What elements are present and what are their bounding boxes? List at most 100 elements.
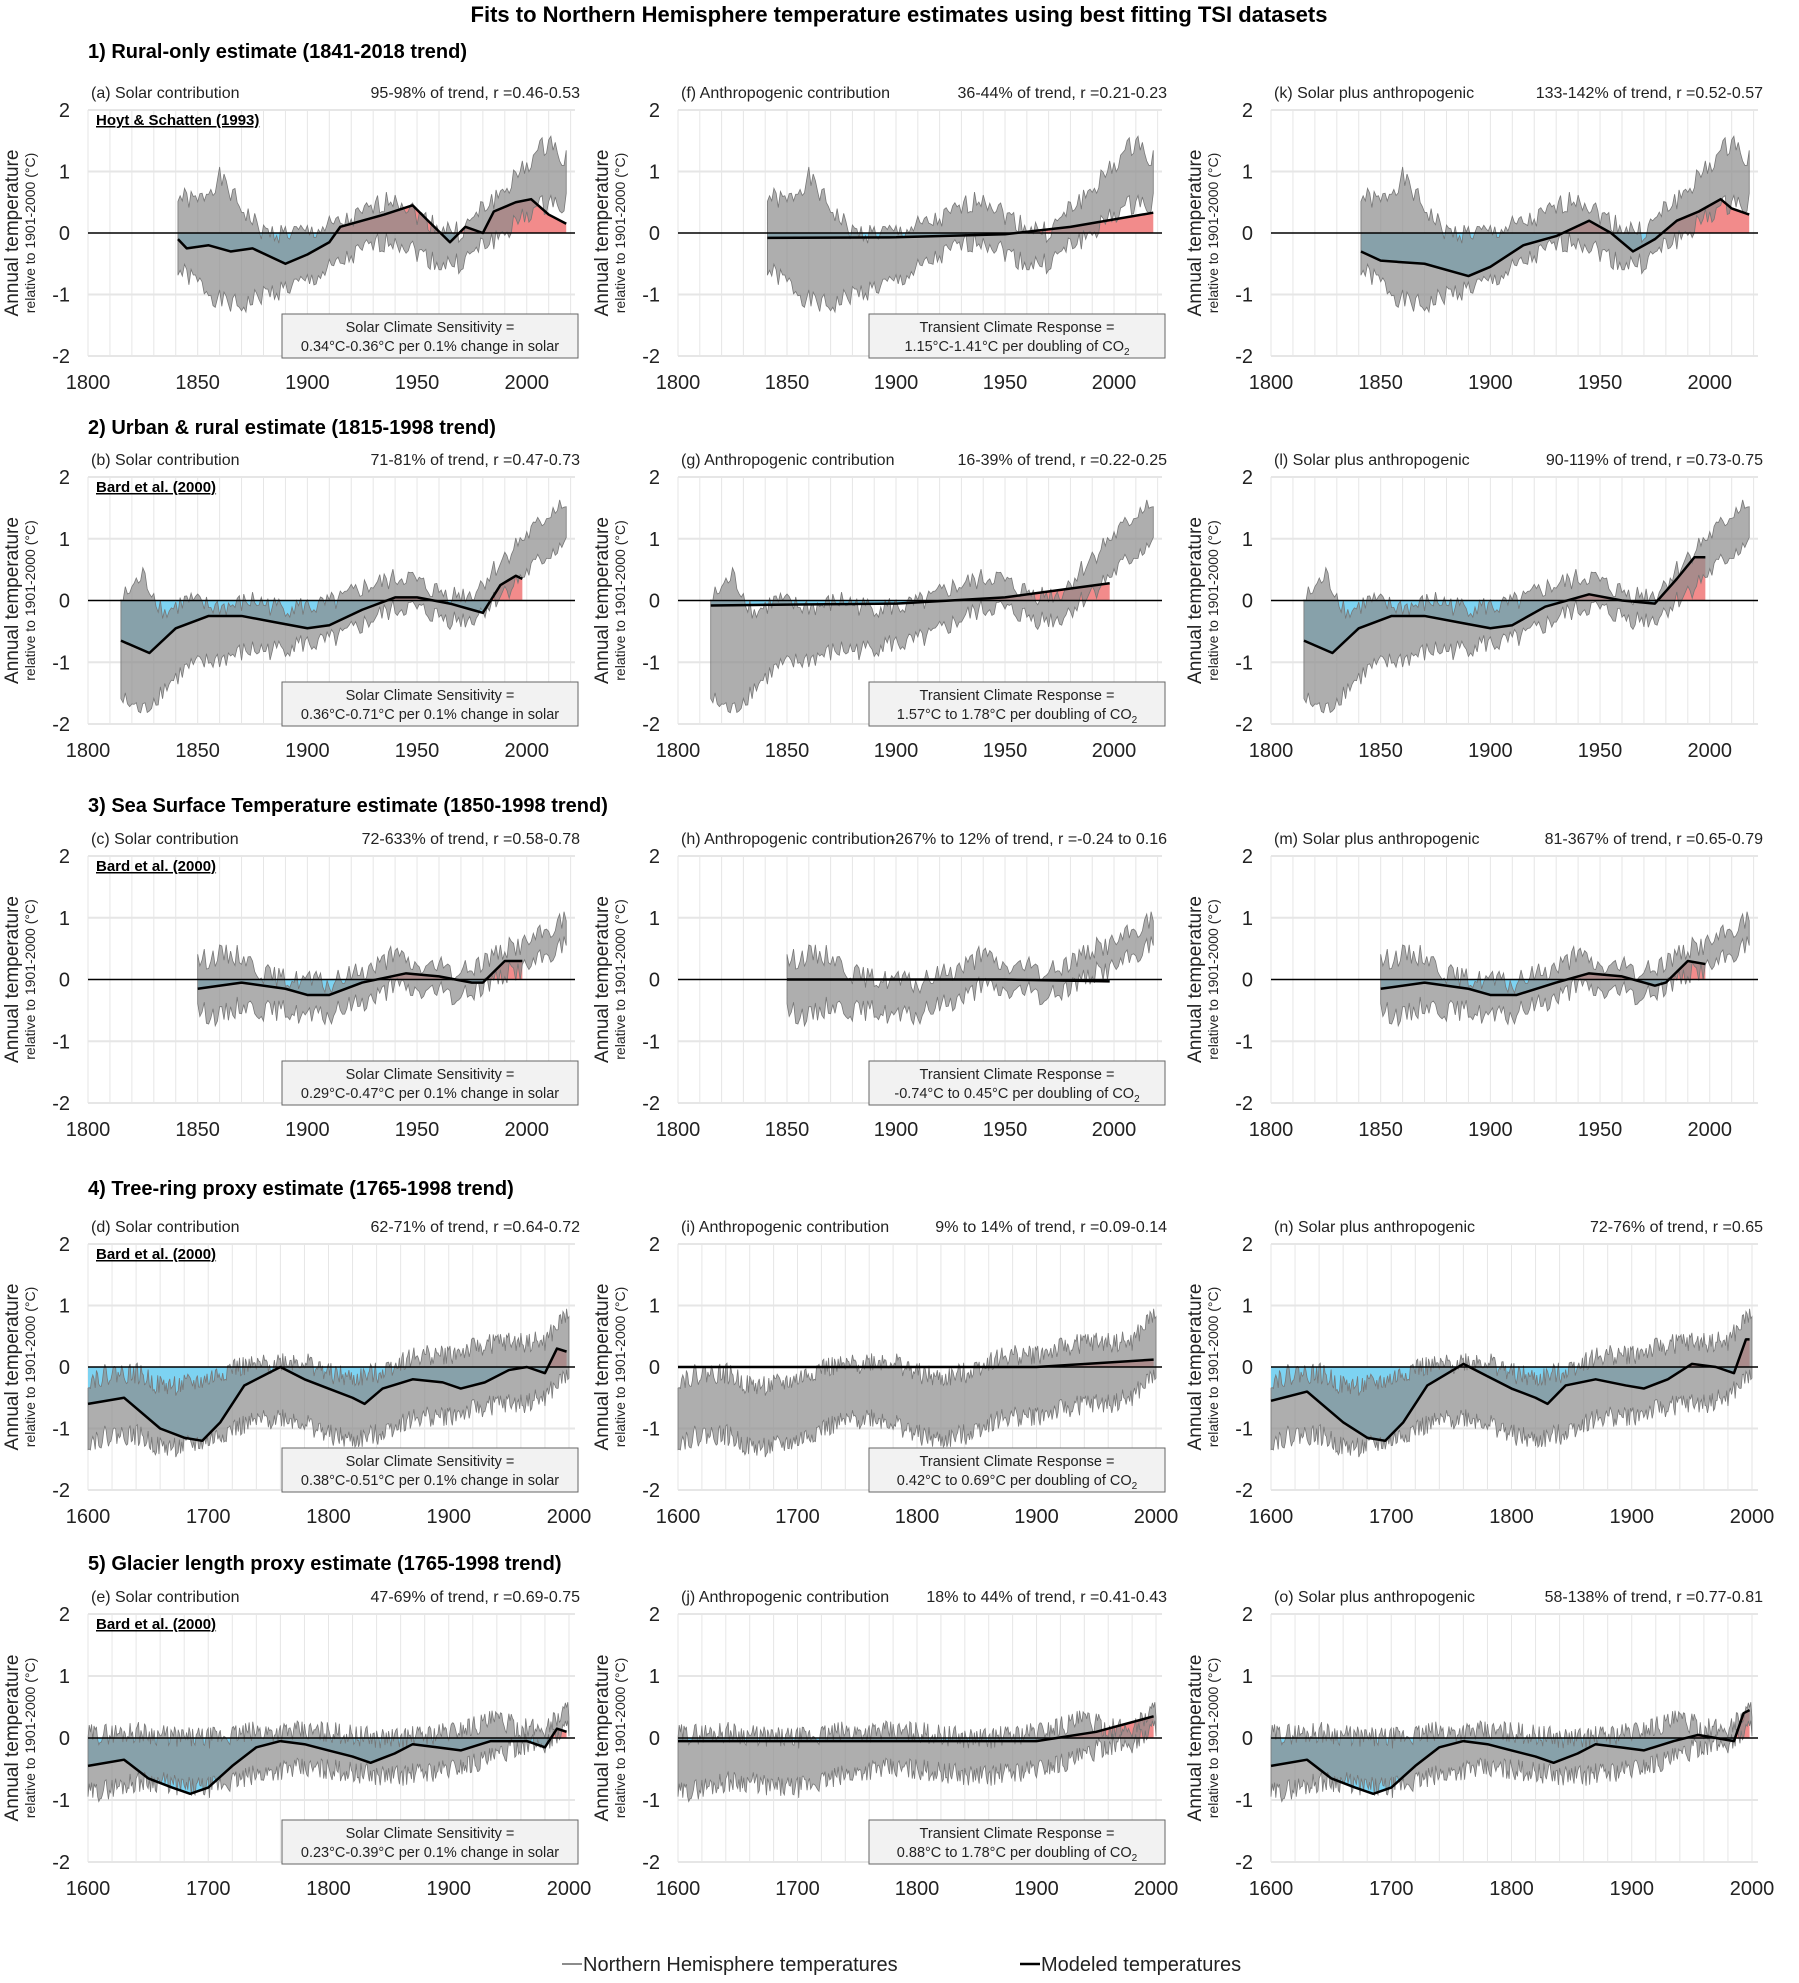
co2-subscript: 2 xyxy=(1132,1481,1138,1492)
modeled-temperature-line xyxy=(767,211,1154,240)
y-tick-label: 2 xyxy=(59,467,70,489)
y-axis-sublabel: relative to 1901-2000 (°C) xyxy=(612,153,628,313)
sensitivity-box-line1: Solar Climate Sensitivity = xyxy=(346,320,515,336)
x-tick-label: 1900 xyxy=(1014,1506,1059,1528)
y-tick-label: 1 xyxy=(649,162,660,184)
panel: 2 1 0 -1 -2 1600 1700 1800 1900 2000 Annual temper… xyxy=(592,1219,1178,1528)
x-tick-label: 1900 xyxy=(1468,1119,1513,1141)
x-tick-label: 1800 xyxy=(1249,1119,1294,1141)
section-title: 4) Tree-ring proxy estimate (1765-1998 t… xyxy=(88,1178,514,1200)
co2-subscript: 2 xyxy=(1124,347,1130,358)
sensitivity-box-line1: Transient Climate Response = xyxy=(920,1454,1115,1470)
panel-title: (m) Solar plus anthropogenic xyxy=(1274,831,1479,848)
y-axis-sublabel: relative to 1901-2000 (°C) xyxy=(1205,1658,1221,1818)
model-positive-fill xyxy=(1360,199,1750,233)
legend-model-label: Modeled temperatures xyxy=(1041,1954,1241,1976)
modeled-temperature-line xyxy=(120,574,523,655)
section-title: 3) Sea Surface Temperature estimate (185… xyxy=(88,795,608,817)
sensitivity-value: 0.29°C-0.47°C per 0.1% change in solar xyxy=(301,1086,559,1102)
sensitivity-box-line1: Transient Climate Response = xyxy=(920,688,1115,704)
x-tick-label: 1700 xyxy=(186,1506,231,1528)
panel: 2 1 0 -1 -2 1800 1850 1900 1950 2000 Annual temper… xyxy=(1185,831,1763,1141)
x-tick-label: 2000 xyxy=(1092,740,1137,762)
sensitivity-value: 0.88°C to 1.78°C per doubling of CO xyxy=(897,1845,1132,1861)
modeled-temperature-line xyxy=(1270,1708,1751,1796)
modeled-temperature-line xyxy=(177,197,567,265)
y-tick-label: 0 xyxy=(59,223,70,245)
sensitivity-box-line2: -0.74°C to 0.45°C per doubling of CO2 xyxy=(894,1086,1140,1105)
panel-stats: 95-98% of trend, r =0.46-0.53 xyxy=(371,85,581,102)
y-axis-sublabel: relative to 1901-2000 (°C) xyxy=(1205,520,1221,680)
y-tick-label: -2 xyxy=(52,1852,70,1874)
y-axis-sublabel: relative to 1901-2000 (°C) xyxy=(22,899,38,1059)
modeled-temperature-line xyxy=(87,1727,567,1796)
y-tick-label: -2 xyxy=(52,714,70,736)
y-tick-label: -1 xyxy=(642,1419,660,1441)
x-tick-label: 2000 xyxy=(1092,1119,1137,1141)
observed-temperature-band xyxy=(1303,499,1750,714)
y-axis-label: Annual temperature xyxy=(1185,896,1206,1063)
observed-temperature-band xyxy=(1270,1308,1753,1458)
y-tick-label: -1 xyxy=(52,1790,70,1812)
section-title: 1) Rural-only estimate (1841-2018 trend) xyxy=(88,41,467,63)
y-axis-label: Annual temperature xyxy=(592,1284,613,1451)
sensitivity-box-line2: 0.36°C-0.71°C per 0.1% change in solar xyxy=(301,707,559,723)
y-tick-label: 2 xyxy=(1242,100,1253,122)
observed-temperature-band xyxy=(1360,135,1750,314)
x-tick-label: 2000 xyxy=(1134,1878,1179,1900)
x-tick-label: 1800 xyxy=(656,372,701,394)
y-tick-label: 0 xyxy=(1242,591,1253,613)
x-tick-label: 1950 xyxy=(1578,740,1623,762)
y-tick-label: -1 xyxy=(1235,1790,1253,1812)
y-tick-label: 0 xyxy=(1242,223,1253,245)
y-tick-label: 2 xyxy=(649,1604,660,1626)
y-tick-label: -1 xyxy=(1235,1419,1253,1441)
panel: 2 1 0 -1 -2 1800 1850 1900 1950 2000 Annual temper… xyxy=(592,452,1167,762)
y-tick-label: 1 xyxy=(649,1666,660,1688)
x-tick-label: 2000 xyxy=(1092,372,1137,394)
observed-temperature-band xyxy=(197,911,567,1028)
sensitivity-box-line1: Transient Climate Response = xyxy=(920,1067,1115,1083)
tsi-source-label: Hoyt & Schatten (1993) xyxy=(96,112,259,129)
y-axis-label: Annual temperature xyxy=(2,517,23,684)
y-axis-sublabel: relative to 1901-2000 (°C) xyxy=(612,899,628,1059)
y-tick-label: -1 xyxy=(52,285,70,307)
y-tick-label: 0 xyxy=(59,970,70,992)
x-tick-label: 1850 xyxy=(175,740,220,762)
y-tick-label: 2 xyxy=(1242,467,1253,489)
panel-stats: 62-71% of trend, r =0.64-0.72 xyxy=(371,1219,581,1236)
panel-stats: 72-76% of trend, r =0.65 xyxy=(1590,1219,1763,1236)
x-tick-label: 1800 xyxy=(1249,372,1294,394)
y-tick-label: -1 xyxy=(52,652,70,674)
x-tick-label: 1850 xyxy=(1358,372,1403,394)
x-tick-label: 1900 xyxy=(285,372,330,394)
y-tick-label: -2 xyxy=(1235,346,1253,368)
y-tick-label: 1 xyxy=(59,162,70,184)
x-tick-label: 1700 xyxy=(775,1878,820,1900)
x-tick-label: 1600 xyxy=(66,1878,111,1900)
sensitivity-box xyxy=(868,1060,1166,1106)
y-tick-label: -1 xyxy=(642,1031,660,1053)
y-tick-label: -2 xyxy=(52,1480,70,1502)
y-tick-label: 0 xyxy=(1242,970,1253,992)
x-tick-label: 1950 xyxy=(395,1119,440,1141)
y-tick-label: -2 xyxy=(1235,714,1253,736)
y-axis-sublabel: relative to 1901-2000 (°C) xyxy=(1205,153,1221,313)
x-tick-label: 2000 xyxy=(1730,1878,1775,1900)
tsi-source-label: Bard et al. (2000) xyxy=(96,858,216,875)
x-tick-label: 1800 xyxy=(306,1878,351,1900)
x-tick-label: 1900 xyxy=(426,1506,471,1528)
x-tick-label: 1800 xyxy=(66,1119,111,1141)
modeled-temperature-line xyxy=(1303,556,1706,655)
y-tick-label: -1 xyxy=(642,1790,660,1812)
y-tick-label: 2 xyxy=(59,1234,70,1256)
sensitivity-box-line2: 1.57°C to 1.78°C per doubling of CO2 xyxy=(897,707,1138,726)
x-tick-label: 1900 xyxy=(285,740,330,762)
sensitivity-box-line2: 0.42°C to 0.69°C per doubling of CO2 xyxy=(897,1473,1138,1492)
sensitivity-box-line2: 0.23°C-0.39°C per 0.1% change in solar xyxy=(301,1845,559,1861)
sensitivity-value: 1.15°C-1.41°C per doubling of CO xyxy=(904,339,1124,355)
x-tick-label: 1900 xyxy=(1609,1878,1654,1900)
x-tick-label: 1950 xyxy=(395,372,440,394)
panel-title: (k) Solar plus anthropogenic xyxy=(1274,85,1474,102)
panel: 2 1 0 -1 -2 1800 1850 1900 1950 2000 Annual temper… xyxy=(1185,452,1763,762)
